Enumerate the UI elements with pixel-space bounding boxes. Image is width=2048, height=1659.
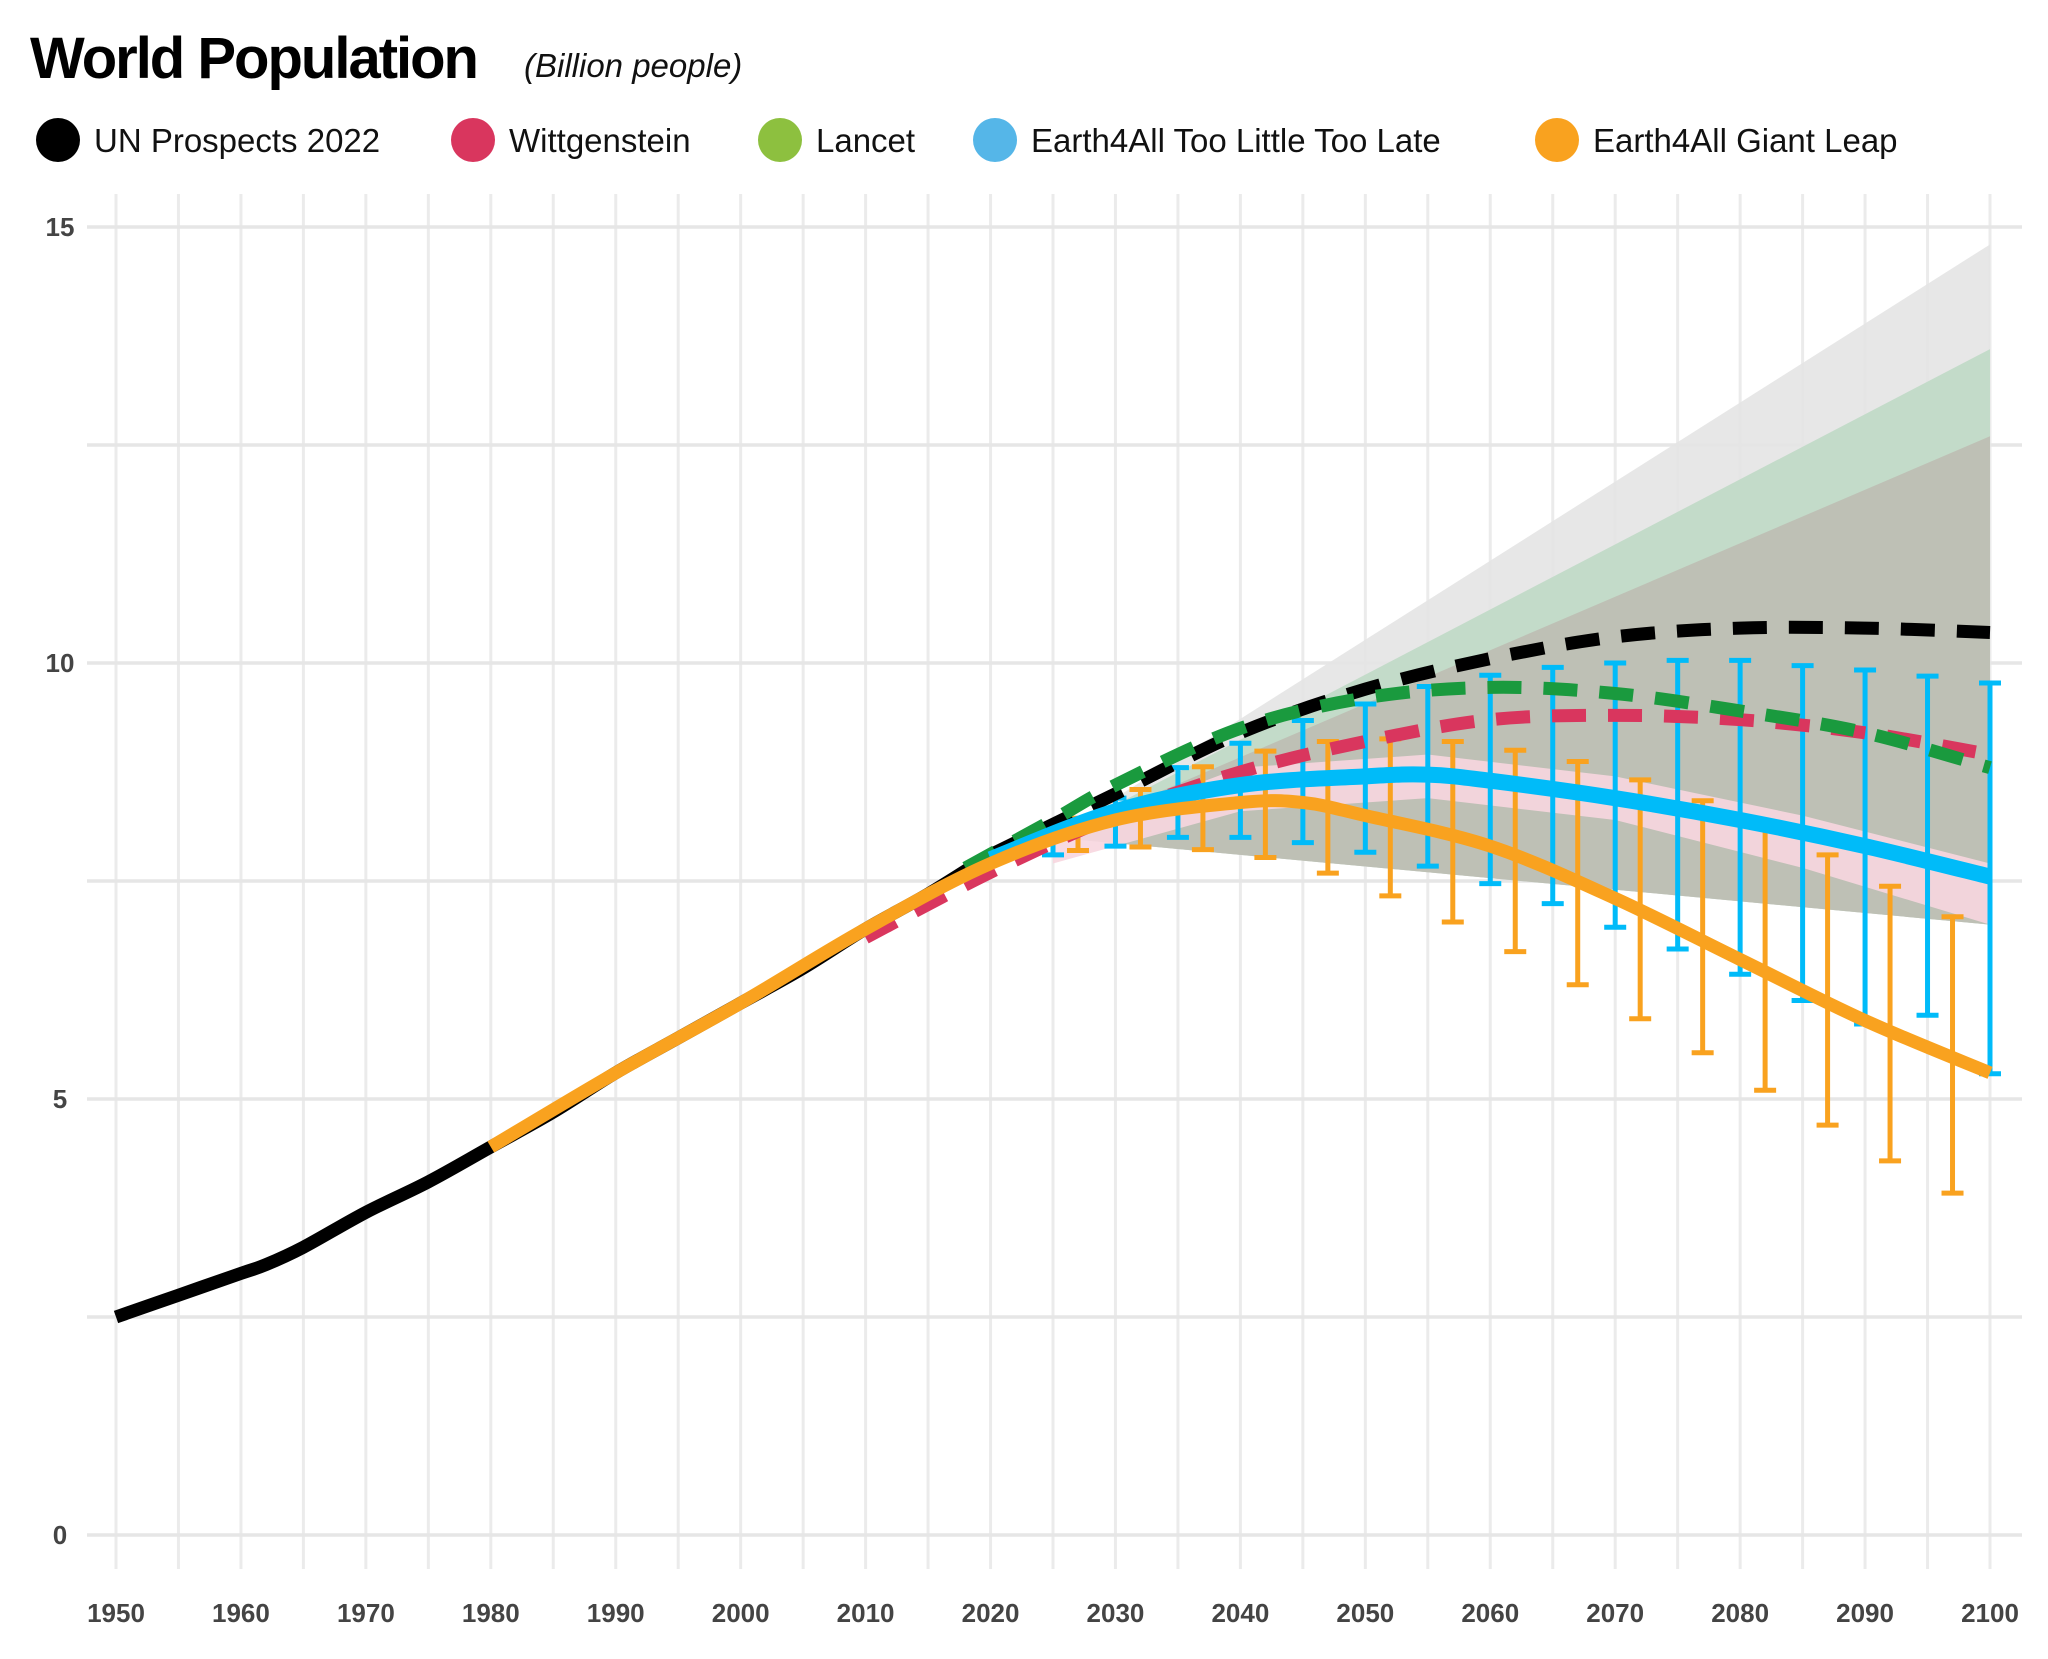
legend-swatch: [758, 118, 802, 162]
chart-subtitle: (Billion people): [524, 47, 742, 84]
legend-label: Lancet: [816, 122, 915, 159]
legend-label: UN Prospects 2022: [94, 122, 380, 159]
x-tick-label: 2080: [1711, 1598, 1769, 1628]
x-tick-label: 2060: [1461, 1598, 1519, 1628]
x-tick-label: 1950: [87, 1598, 145, 1628]
series-line-earth4all-giant-leap-solid: [487, 794, 1993, 1153]
series-line-earth4all-too-little-too-late-solid: [987, 766, 1992, 885]
legend-label: Earth4All Too Little Too Late: [1031, 122, 1441, 159]
x-tick-label: 2070: [1586, 1598, 1644, 1628]
x-tick-label: 2020: [962, 1598, 1020, 1628]
uncertainty-bands: [1053, 244, 1990, 925]
x-tick-label: 1960: [212, 1598, 270, 1628]
y-tick-label: 5: [53, 1084, 67, 1114]
y-tick-label: 10: [46, 648, 75, 678]
x-tick-label: 2100: [1961, 1598, 2019, 1628]
series-line-lancet-dashed: [962, 680, 1992, 874]
x-tick-label: 1980: [462, 1598, 520, 1628]
legend-swatch: [973, 118, 1017, 162]
error-bars: [1042, 657, 2001, 1196]
y-tick-label: 0: [53, 1520, 67, 1550]
chart-title: World Population: [30, 26, 477, 91]
x-tick-label: 2000: [712, 1598, 770, 1628]
x-tick-label: 2040: [1211, 1598, 1269, 1628]
x-tick-label: 1970: [337, 1598, 395, 1628]
legend-swatch: [451, 118, 495, 162]
x-tick-label: 2030: [1087, 1598, 1145, 1628]
legend-label: Wittgenstein: [509, 122, 691, 159]
x-tick-label: 2090: [1836, 1598, 1894, 1628]
legend-swatch: [36, 118, 80, 162]
legend-label: Earth4All Giant Leap: [1593, 122, 1898, 159]
y-tick-label: 15: [46, 212, 75, 242]
series-line-wittgenstein-dashed: [862, 708, 1992, 944]
axis-ticks: 1950 1960 1970 1980 1990 2000 2010 2020 2030 2040…: [46, 212, 2019, 1628]
legend: UN Prospects 2022 Wittgenstein Lancet Earth…: [36, 118, 1898, 162]
series-line-un-prospects-2022-dashed: [987, 620, 1991, 861]
x-tick-label: 2050: [1336, 1598, 1394, 1628]
x-tick-label: 2010: [837, 1598, 895, 1628]
series-lines: [113, 620, 1993, 1324]
x-tick-label: 1990: [587, 1598, 645, 1628]
legend-swatch: [1535, 118, 1579, 162]
